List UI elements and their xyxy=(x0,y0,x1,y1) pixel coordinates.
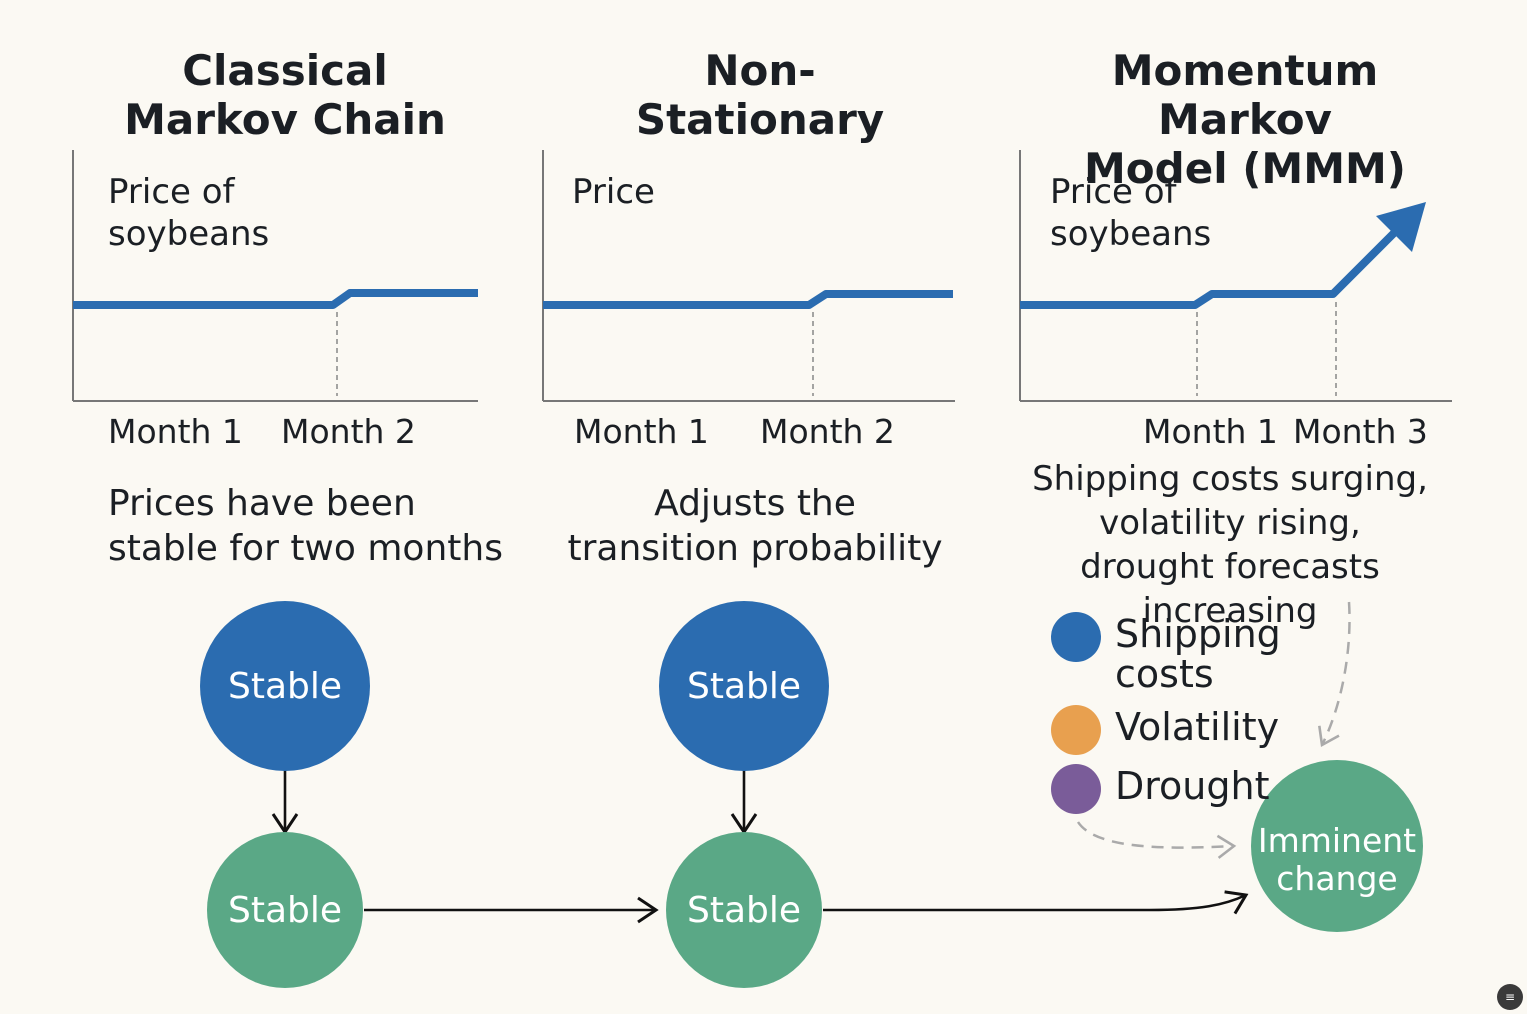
panel-1-x-label-1: Month 1 xyxy=(108,411,243,453)
node-imminent-line2: change xyxy=(1276,859,1397,898)
panel-3-description: Shipping costs surging, volatility risin… xyxy=(992,457,1468,633)
blue-dot-icon xyxy=(1051,612,1101,662)
panel-2-price-line xyxy=(543,294,953,305)
legend-item-volatility: Volatility xyxy=(1051,707,1279,755)
node-stable-bottom-2-label: Stable xyxy=(687,890,801,931)
dashed-arrow-legend-to-imminent xyxy=(1078,822,1234,848)
corner-menu-icon[interactable]: ≡ xyxy=(1497,984,1523,1010)
panel-3-x-label-3: Month 3 xyxy=(1293,411,1428,453)
panel-1-price-line xyxy=(73,293,478,305)
legend-label-volatility: Volatility xyxy=(1115,707,1279,747)
node-stable-top-2-label: Stable xyxy=(687,666,801,707)
panel-3-y-label: Price of soybeans xyxy=(1050,171,1211,255)
orange-dot-icon xyxy=(1051,705,1101,755)
node-stable-bottom-1: Stable xyxy=(207,832,363,988)
legend-item-shipping-costs: Shipping costs xyxy=(1051,614,1281,694)
node-imminent-line1: Imminent xyxy=(1258,821,1416,860)
panel-1-x-label-2: Month 2 xyxy=(281,411,416,453)
panel-2-x-label-2: Month 2 xyxy=(760,411,895,453)
legend-label-shipping-costs: Shipping costs xyxy=(1115,614,1281,694)
panel-2-x-label-1: Month 1 xyxy=(574,411,709,453)
node-stable-bottom-1-label: Stable xyxy=(228,890,342,931)
legend-label-drought: Drought xyxy=(1115,766,1270,806)
node-stable-bottom-2: Stable xyxy=(666,832,822,988)
node-stable-top-1-label: Stable xyxy=(228,666,342,707)
panel-1-description: Prices have been stable for two months xyxy=(108,481,503,571)
panel-2-y-label: Price xyxy=(572,171,655,213)
panel-1-y-label: Price of soybeans xyxy=(108,171,269,255)
legend-item-drought: Drought xyxy=(1051,766,1270,814)
node-stable-top-2: Stable xyxy=(659,601,829,771)
arrow-stable-to-imminent xyxy=(823,895,1246,910)
node-stable-top-1: Stable xyxy=(200,601,370,771)
panel-3-x-label-1: Month 1 xyxy=(1143,411,1278,453)
node-imminent-change: Imminent change xyxy=(1251,760,1423,932)
panel-2-description: Adjusts the transition probability xyxy=(560,481,950,571)
purple-dot-icon xyxy=(1051,764,1101,814)
